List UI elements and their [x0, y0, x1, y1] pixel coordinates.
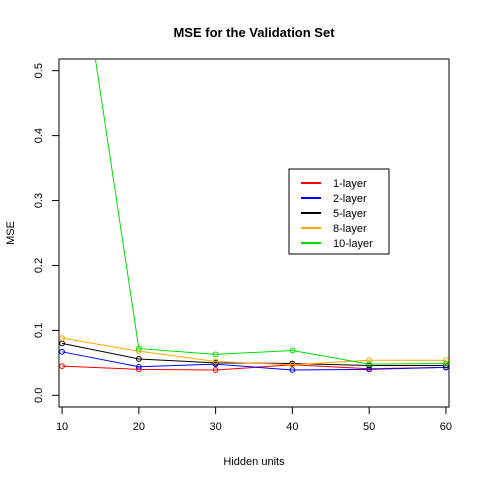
data-point: [289, 361, 296, 368]
y-tick-label: 0.1: [33, 323, 45, 338]
series-line: [61, 351, 446, 371]
y-tick-label: 0.0: [33, 388, 45, 403]
data-point: [59, 363, 65, 369]
series-10-layer: [94, 59, 449, 368]
data-point: [59, 348, 65, 355]
y-tick-label: 0.4: [33, 128, 45, 143]
x-tick-label: 30: [209, 421, 221, 433]
y-tick-label: 0.5: [33, 63, 45, 78]
series-8-layer: [59, 335, 449, 368]
data-point: [135, 356, 142, 362]
x-axis: 10 20 30 40 50 60: [56, 406, 452, 433]
legend-label: 8-layer: [333, 223, 367, 235]
y-tick-label: 0.2: [33, 258, 45, 273]
legend-label: 5-layer: [333, 208, 367, 220]
x-tick-label: 60: [440, 421, 452, 433]
data-point: [366, 361, 373, 368]
y-axis: 0.0 0.1 0.2 0.3 0.4 0.5: [33, 63, 60, 403]
legend-label: 1-layer: [333, 178, 367, 190]
data-point: [212, 358, 219, 365]
y-axis-label: MSE: [5, 221, 17, 245]
legend-label: 2-layer: [333, 193, 367, 205]
y-tick-label: 0.3: [33, 193, 45, 208]
x-tick-label: 50: [363, 421, 375, 433]
data-point: [135, 345, 142, 352]
data-point: [59, 335, 65, 342]
legend: 1-layer 2-layer 5-layer 8-layer 10-layer: [288, 168, 390, 255]
data-point: [212, 367, 219, 373]
data-point: [443, 357, 449, 364]
x-tick-label: 40: [286, 421, 298, 433]
data-point: [443, 360, 449, 367]
data-point: [212, 351, 219, 358]
x-axis-label: Hidden units: [223, 456, 285, 468]
x-tick-label: 10: [56, 421, 68, 433]
chart-title: MSE for the Validation Set: [173, 25, 335, 40]
series-line: [61, 342, 446, 366]
series-group: [59, 59, 449, 373]
data-point: [366, 357, 373, 364]
series-line: [61, 337, 446, 366]
data-point: [289, 347, 296, 354]
legend-label: 10-layer: [333, 238, 373, 250]
x-tick-label: 20: [133, 421, 145, 433]
data-point: [135, 363, 142, 370]
series-line: [94, 59, 446, 365]
